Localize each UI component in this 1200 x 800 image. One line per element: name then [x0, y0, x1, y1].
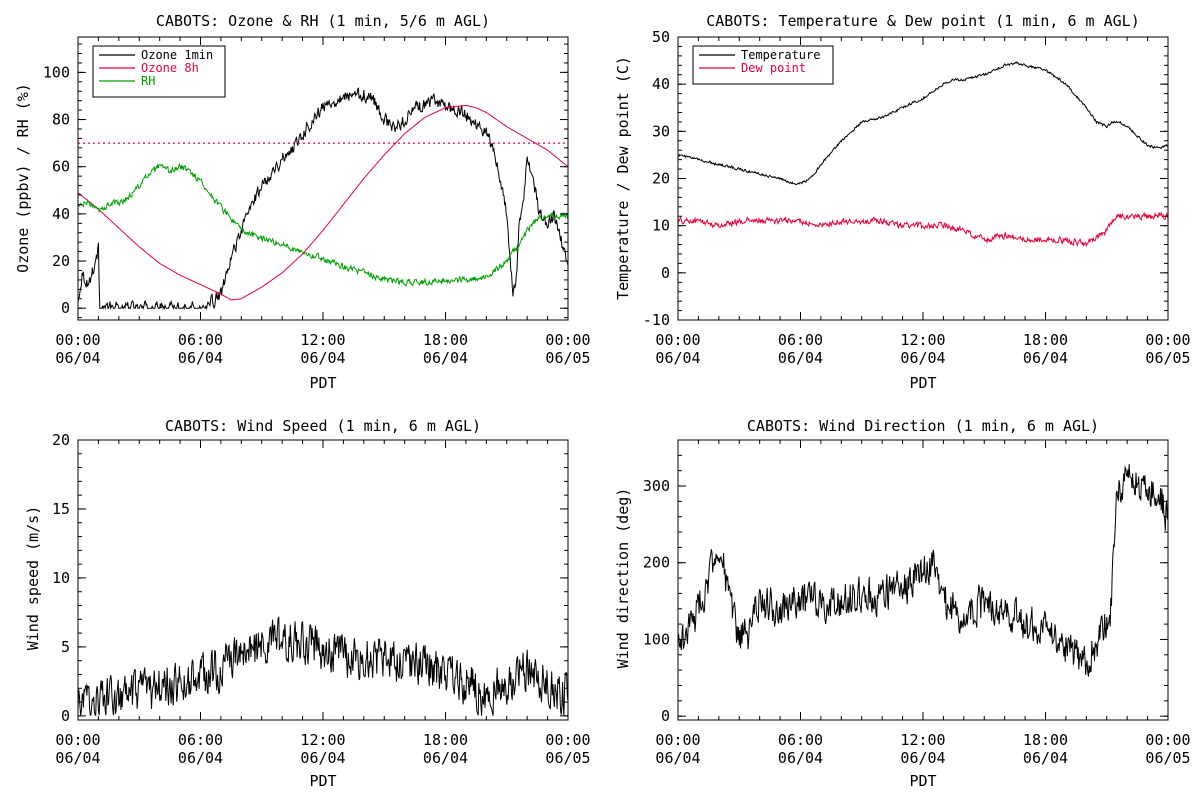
x-tick-label-time: 12:00 — [300, 331, 345, 349]
x-tick-label-date: 06/04 — [178, 749, 223, 767]
x-tick-label-date: 06/04 — [900, 349, 945, 367]
x-axis-label: PDT — [909, 772, 936, 790]
y-tick-label: 60 — [52, 158, 70, 176]
y-tick-label: 20 — [52, 431, 70, 449]
x-tick-label-time: 00:00 — [55, 331, 100, 349]
x-tick-label-date: 06/04 — [778, 349, 823, 367]
wind-speed-series-line — [78, 618, 568, 716]
y-axis-label: Ozone (ppbv) / RH (%) — [14, 83, 32, 273]
x-tick-label-date: 06/04 — [655, 349, 700, 367]
x-tick-label-date: 06/05 — [545, 349, 590, 367]
y-tick-label: 0 — [661, 707, 670, 725]
x-axis-label: PDT — [309, 374, 336, 392]
x-tick-label-time: 18:00 — [1023, 331, 1068, 349]
x-tick-label-date: 06/04 — [55, 349, 100, 367]
panel-title: CABOTS: Temperature & Dew point (1 min, … — [706, 12, 1139, 30]
panel-title: CABOTS: Wind Speed (1 min, 6 m AGL) — [165, 417, 481, 435]
x-tick-label-time: 00:00 — [1145, 731, 1190, 749]
x-tick-label-time: 18:00 — [423, 731, 468, 749]
x-tick-label-date: 06/04 — [1023, 749, 1068, 767]
x-axis-label: PDT — [909, 374, 936, 392]
dew-point-series-line — [678, 213, 1168, 246]
x-tick-label-time: 00:00 — [655, 331, 700, 349]
x-tick-label-date: 06/04 — [655, 749, 700, 767]
y-tick-label: 20 — [52, 252, 70, 270]
x-tick-label-date: 06/04 — [178, 349, 223, 367]
legend-entry: Temperature — [741, 48, 820, 62]
x-tick-label-date: 06/04 — [55, 749, 100, 767]
y-axis-label: Wind direction (deg) — [614, 488, 632, 669]
y-tick-label: 15 — [52, 500, 70, 518]
wind-direction-panel: CABOTS: Wind Direction (1 min, 6 m AGL) … — [614, 417, 1191, 790]
wind-speed-panel: CABOTS: Wind Speed (1 min, 6 m AGL) PDT … — [24, 417, 591, 790]
x-tick-label-date: 06/04 — [1023, 349, 1068, 367]
x-tick-label-time: 18:00 — [423, 331, 468, 349]
x-tick-label-time: 06:00 — [778, 731, 823, 749]
rh-series-line — [78, 164, 568, 286]
x-tick-label-time: 00:00 — [1145, 331, 1190, 349]
temperature-dewpoint-panel: CABOTS: Temperature & Dew point (1 min, … — [614, 12, 1191, 392]
y-axis-label: Wind speed (m/s) — [24, 506, 42, 651]
y-tick-label: 100 — [643, 630, 670, 648]
x-tick-label-time: 06:00 — [178, 331, 223, 349]
x-tick-label-time: 00:00 — [55, 731, 100, 749]
y-tick-label: -10 — [643, 311, 670, 329]
y-tick-label: 80 — [52, 111, 70, 129]
legend-entry: Ozone 1min — [141, 48, 213, 62]
y-tick-label: 300 — [643, 477, 670, 495]
y-axis-label: Temperature / Dew point (C) — [614, 56, 632, 300]
x-tick-label-time: 06:00 — [778, 331, 823, 349]
x-tick-label-date: 06/04 — [423, 349, 468, 367]
x-tick-label-time: 00:00 — [545, 731, 590, 749]
plot-frame — [78, 440, 568, 720]
y-tick-label: 20 — [652, 170, 670, 188]
figure-canvas: CABOTS: Ozone & RH (1 min, 5/6 m AGL) PD… — [0, 0, 1200, 800]
x-tick-label-date: 06/04 — [778, 749, 823, 767]
legend-entry: Dew point — [741, 61, 806, 75]
y-tick-label: 0 — [661, 264, 670, 282]
x-axis-label: PDT — [309, 772, 336, 790]
y-tick-label: 5 — [61, 638, 70, 656]
y-tick-label: 0 — [61, 299, 70, 317]
y-tick-label: 40 — [652, 75, 670, 93]
x-tick-label-time: 00:00 — [545, 331, 590, 349]
ozone-1min-series-line — [78, 88, 568, 308]
x-tick-label-time: 12:00 — [300, 731, 345, 749]
x-tick-label-date: 06/04 — [423, 749, 468, 767]
x-tick-label-time: 12:00 — [900, 331, 945, 349]
y-tick-label: 0 — [61, 707, 70, 725]
y-tick-label: 200 — [643, 554, 670, 572]
y-tick-label: 100 — [43, 63, 70, 81]
wind-direction-series-line — [678, 464, 1168, 676]
x-tick-label-date: 06/05 — [1145, 749, 1190, 767]
y-tick-label: 30 — [652, 122, 670, 140]
x-tick-label-date: 06/05 — [1145, 349, 1190, 367]
x-tick-label-date: 06/04 — [300, 349, 345, 367]
y-tick-label: 10 — [652, 217, 670, 235]
ozone-rh-panel: CABOTS: Ozone & RH (1 min, 5/6 m AGL) PD… — [14, 12, 591, 392]
panel-title: CABOTS: Wind Direction (1 min, 6 m AGL) — [747, 417, 1099, 435]
x-tick-label-date: 06/04 — [300, 749, 345, 767]
x-tick-label-time: 18:00 — [1023, 731, 1068, 749]
y-tick-label: 10 — [52, 569, 70, 587]
x-tick-label-time: 12:00 — [900, 731, 945, 749]
x-tick-label-date: 06/04 — [900, 749, 945, 767]
y-tick-label: 40 — [52, 205, 70, 223]
plot-frame — [678, 440, 1168, 720]
y-tick-label: 50 — [652, 28, 670, 46]
legend-entry: Ozone 8h — [141, 61, 199, 75]
x-tick-label-time: 06:00 — [178, 731, 223, 749]
panel-title: CABOTS: Ozone & RH (1 min, 5/6 m AGL) — [156, 12, 490, 30]
x-tick-label-time: 00:00 — [655, 731, 700, 749]
legend-entry: RH — [141, 74, 155, 88]
x-tick-label-date: 06/05 — [545, 749, 590, 767]
